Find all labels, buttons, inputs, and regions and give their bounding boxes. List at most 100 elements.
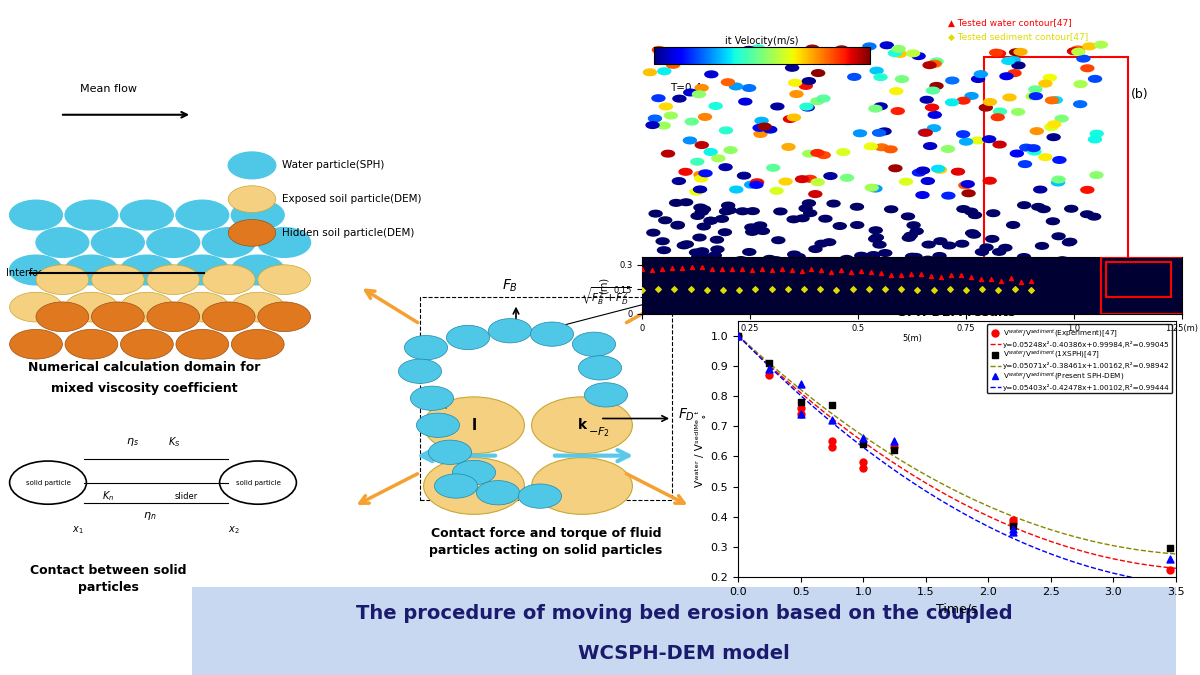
- Circle shape: [708, 252, 721, 259]
- Circle shape: [983, 136, 996, 142]
- Circle shape: [649, 211, 662, 217]
- Circle shape: [882, 286, 895, 292]
- Circle shape: [751, 45, 764, 52]
- Circle shape: [91, 265, 144, 294]
- Circle shape: [816, 51, 829, 57]
- Circle shape: [798, 259, 811, 265]
- Circle shape: [851, 203, 864, 210]
- Circle shape: [818, 215, 832, 222]
- Circle shape: [648, 115, 661, 122]
- Circle shape: [695, 142, 708, 148]
- Circle shape: [715, 215, 728, 222]
- Point: [1003, 523, 1022, 534]
- Text: $x_2$: $x_2$: [228, 524, 240, 536]
- Text: solid particle: solid particle: [25, 480, 71, 485]
- Circle shape: [694, 234, 706, 241]
- Circle shape: [653, 275, 665, 282]
- Circle shape: [1081, 186, 1094, 193]
- Circle shape: [803, 151, 816, 157]
- Legend: V$^{water}$/V$^{sediment}$(Experiment)[47], y=0.05248x²-0.40386x+0.99984,R²=0.99: V$^{water}$/V$^{sediment}$(Experiment)[4…: [986, 324, 1172, 394]
- Circle shape: [1087, 213, 1100, 220]
- Circle shape: [884, 146, 898, 153]
- Point: [1160, 543, 1180, 554]
- Circle shape: [686, 268, 698, 275]
- Circle shape: [931, 165, 944, 172]
- Point: [908, 285, 928, 296]
- Circle shape: [1010, 151, 1024, 157]
- Circle shape: [875, 144, 888, 151]
- Text: The procedure of moving bed erosion based on the coupled: The procedure of moving bed erosion base…: [355, 604, 1013, 623]
- Circle shape: [890, 88, 902, 94]
- Circle shape: [925, 283, 938, 289]
- Point: [1003, 514, 1022, 525]
- Point: [772, 264, 791, 275]
- Point: [811, 284, 830, 294]
- Circle shape: [833, 223, 846, 230]
- Y-axis label: Vʷᵃᵗᵉʳ / Vˢᵉᵈᴵᴹᵉ˳ᵗ: Vʷᵃᵗᵉʳ / Vˢᵉᵈᴵᴹᵉ˳ᵗ: [694, 410, 704, 487]
- Circle shape: [424, 458, 524, 514]
- Circle shape: [787, 216, 800, 223]
- Circle shape: [690, 188, 703, 195]
- Circle shape: [984, 99, 996, 105]
- Circle shape: [65, 200, 118, 230]
- Circle shape: [695, 84, 708, 91]
- Circle shape: [928, 125, 941, 132]
- Circle shape: [971, 137, 984, 144]
- Point: [971, 273, 990, 284]
- Circle shape: [961, 276, 974, 283]
- Point: [892, 284, 911, 295]
- Circle shape: [671, 222, 684, 229]
- Point: [852, 265, 871, 276]
- Circle shape: [698, 113, 712, 120]
- Circle shape: [658, 247, 671, 254]
- Circle shape: [946, 99, 959, 106]
- Circle shape: [584, 383, 628, 407]
- Circle shape: [1037, 206, 1050, 213]
- Point: [924, 284, 943, 295]
- Circle shape: [1074, 101, 1087, 107]
- Y-axis label: (m): (m): [599, 277, 608, 294]
- Circle shape: [646, 122, 659, 128]
- Circle shape: [853, 130, 866, 136]
- Text: Contact force and torque of fluid: Contact force and torque of fluid: [431, 526, 661, 540]
- Circle shape: [1072, 46, 1085, 53]
- Circle shape: [806, 45, 818, 52]
- Circle shape: [1052, 233, 1066, 240]
- Circle shape: [91, 227, 144, 257]
- Circle shape: [488, 319, 532, 343]
- Circle shape: [994, 108, 1007, 115]
- Point: [632, 284, 652, 295]
- Point: [791, 397, 810, 408]
- Point: [1021, 284, 1040, 295]
- Circle shape: [398, 359, 442, 383]
- Circle shape: [704, 217, 718, 224]
- Point: [802, 264, 821, 275]
- Point: [871, 268, 890, 279]
- Circle shape: [864, 143, 877, 150]
- Point: [730, 284, 749, 295]
- Circle shape: [684, 89, 697, 96]
- Point: [1006, 284, 1025, 295]
- Circle shape: [91, 302, 144, 331]
- Circle shape: [846, 279, 858, 286]
- Circle shape: [942, 192, 955, 199]
- Circle shape: [452, 460, 496, 485]
- Point: [884, 445, 904, 456]
- Circle shape: [1045, 124, 1057, 130]
- Circle shape: [36, 265, 89, 294]
- Text: k: k: [577, 418, 587, 432]
- Circle shape: [656, 55, 670, 61]
- Circle shape: [1018, 254, 1031, 261]
- Circle shape: [710, 236, 724, 243]
- Circle shape: [906, 253, 918, 260]
- Circle shape: [1003, 95, 1016, 101]
- Circle shape: [434, 474, 478, 498]
- Circle shape: [878, 250, 892, 256]
- Point: [760, 364, 779, 375]
- Circle shape: [870, 68, 883, 74]
- Circle shape: [1068, 48, 1080, 55]
- Circle shape: [120, 255, 173, 285]
- Circle shape: [892, 108, 905, 114]
- Circle shape: [752, 275, 766, 282]
- Circle shape: [670, 200, 683, 206]
